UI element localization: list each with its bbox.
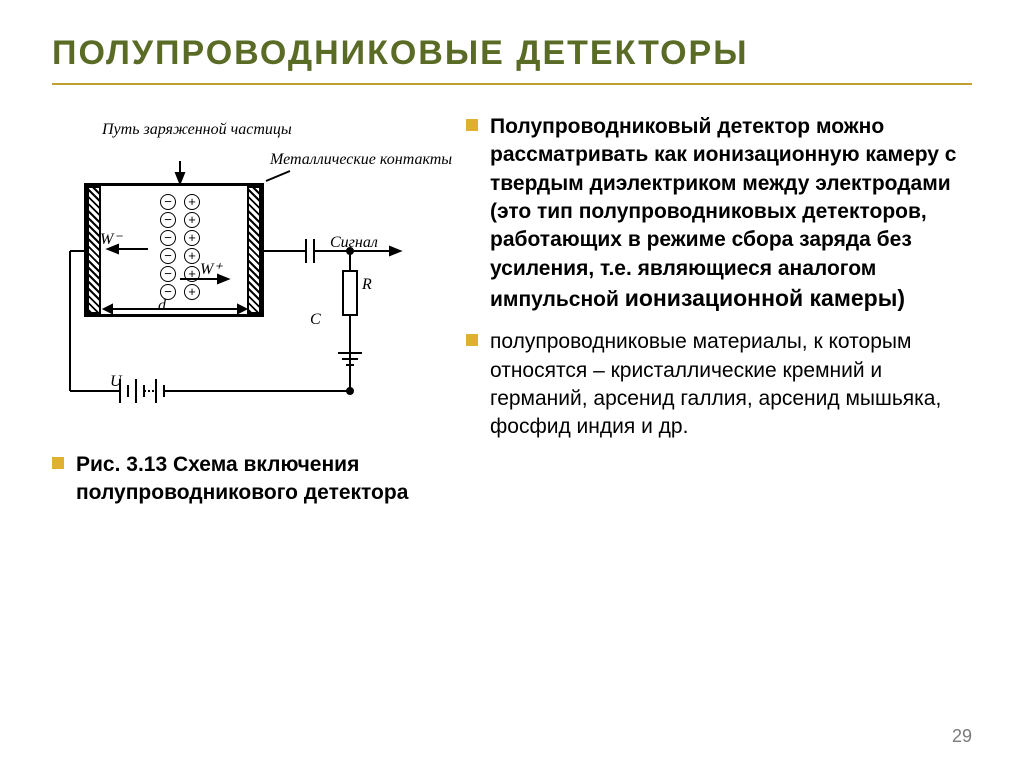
- paragraph-2-text: полупроводниковые материалы, к которым о…: [490, 328, 972, 441]
- bullet-icon: [52, 457, 64, 469]
- page-title: ПОЛУПРОВОДНИКОВЫЕ ДЕТЕКТОРЫ: [52, 34, 972, 85]
- page-number: 29: [952, 726, 972, 747]
- content-columns: Путь заряженной частицы Металлические ко…: [52, 113, 972, 522]
- figure-caption-row: Рис. 3.13 Схема включения полупроводнико…: [52, 451, 442, 508]
- left-column: Путь заряженной частицы Металлические ко…: [52, 113, 442, 522]
- bullet-icon: [466, 334, 478, 346]
- paragraph-1: Полупроводниковый детектор можно рассмат…: [466, 113, 972, 314]
- circuit-figure: Путь заряженной частицы Металлические ко…: [60, 121, 420, 411]
- paragraph-2: полупроводниковые материалы, к которым о…: [466, 328, 972, 441]
- paragraph-1-bold-a: Полупроводниковый детектор можно рассмат…: [490, 115, 956, 311]
- bullet-icon: [466, 119, 478, 131]
- figure-caption: Рис. 3.13 Схема включения полупроводнико…: [76, 451, 442, 508]
- paragraph-1-text: Полупроводниковый детектор можно рассмат…: [490, 113, 972, 314]
- right-column: Полупроводниковый детектор можно рассмат…: [466, 113, 972, 522]
- paragraph-1-bold-b: ионизационной камеры): [625, 285, 905, 311]
- circuit-wires-icon: [60, 121, 420, 411]
